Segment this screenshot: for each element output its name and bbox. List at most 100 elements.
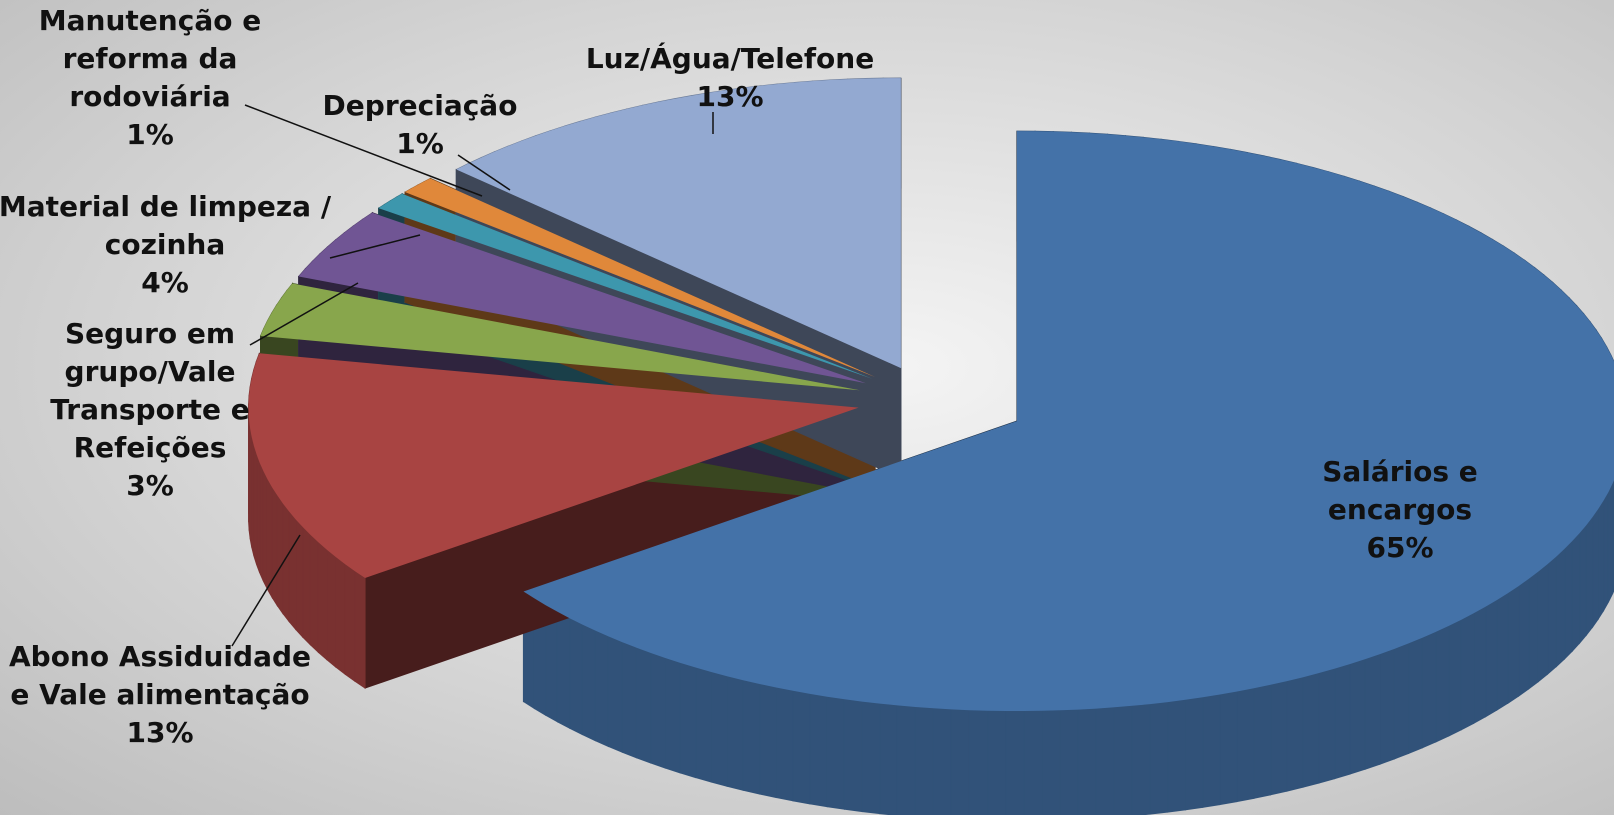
- slice-side: [1202, 693, 1221, 808]
- slice-side: [879, 703, 898, 815]
- category-name: Seguro em grupo/Vale Transporte e Refeiç…: [50, 317, 250, 464]
- pie-slice: [260, 283, 860, 391]
- pie-slice: [298, 212, 866, 384]
- slice-side: [1603, 490, 1609, 613]
- slice-side: [607, 635, 623, 753]
- slice-side: [326, 548, 337, 668]
- pie-slice: [378, 193, 873, 379]
- slice-side: [569, 617, 583, 736]
- slice-label: Abono Assiduidade e Vale alimentação 13%: [0, 638, 325, 752]
- slice-side: [1460, 612, 1475, 731]
- slice-side: [1236, 687, 1255, 803]
- category-name: Manutenção e reforma da rodoviária: [38, 4, 262, 113]
- slice-side: [1219, 690, 1238, 806]
- category-name: Salários e encargos: [1322, 455, 1478, 526]
- slice-side: [1435, 625, 1450, 743]
- slice-side: [1408, 637, 1423, 755]
- slice-side: [288, 509, 297, 631]
- slice-side: [302, 525, 311, 646]
- slice-side: [710, 671, 728, 787]
- slice-side: [914, 706, 934, 815]
- slice-side: [276, 493, 284, 615]
- slice-side: [1253, 684, 1272, 799]
- slice-side: [826, 696, 845, 810]
- category-name: Luz/Água/Telefone: [585, 42, 875, 75]
- slice-side: [1585, 515, 1594, 637]
- leader-line: [457, 154, 511, 191]
- slice-side: [1607, 483, 1614, 603]
- value-label: 4%: [141, 266, 189, 299]
- leader-line: [249, 282, 359, 346]
- slice-side: [1364, 653, 1381, 770]
- slice-side: [635, 646, 652, 764]
- value-label: 13%: [126, 716, 194, 749]
- slice-side: [1005, 710, 1025, 815]
- slice-side: [695, 666, 712, 783]
- slice-side: [792, 690, 811, 805]
- pie-slice: [523, 131, 1614, 711]
- value-label: 65%: [1366, 531, 1434, 564]
- slice-side: [1184, 696, 1204, 811]
- slice-side: [759, 683, 777, 799]
- slice-side: [896, 704, 916, 815]
- slice-side: [843, 698, 863, 813]
- slice-label: Salários e encargos 65%: [1290, 453, 1510, 567]
- slice-side: [742, 679, 761, 795]
- value-label: 3%: [126, 469, 174, 502]
- slice-side: [1579, 523, 1587, 645]
- slice-side: [987, 710, 1007, 815]
- value-label: 1%: [126, 118, 174, 151]
- slice-side: [309, 533, 319, 654]
- slice-side: [1318, 667, 1336, 784]
- slice-side: [1473, 605, 1487, 725]
- leader-line: [231, 534, 301, 647]
- slice-side: [1379, 648, 1395, 765]
- slice-side: [1537, 563, 1549, 683]
- slice-side: [664, 657, 681, 774]
- slice-side: [932, 707, 952, 815]
- value-label: 1%: [396, 127, 444, 160]
- slice-side: [1597, 498, 1605, 621]
- slice-side: [1302, 672, 1320, 788]
- slice-side: [354, 570, 366, 689]
- slice-label: Depreciação 1%: [300, 87, 540, 163]
- slice-side: [809, 693, 828, 808]
- slice-side: [1131, 703, 1151, 815]
- slice-side: [344, 563, 356, 683]
- slice-side: [1571, 531, 1581, 653]
- slice-side: [1286, 676, 1304, 792]
- slice-side: [1528, 570, 1539, 690]
- leader-line: [244, 104, 483, 197]
- slice-side: [556, 610, 571, 730]
- category-name: Abono Assiduidade e Vale alimentação: [8, 640, 311, 711]
- slice-side: [861, 700, 881, 815]
- slice-label: Manutenção e reforma da rodoviária 1%: [5, 2, 295, 154]
- slice-label: Seguro em grupo/Vale Transporte e Refeiç…: [25, 315, 275, 505]
- slice-side: [581, 623, 596, 742]
- slice-label: Luz/Água/Telefone 13%: [560, 40, 900, 116]
- slice-side: [335, 555, 346, 676]
- slice-side: [650, 652, 666, 769]
- pie-slice: [248, 353, 859, 578]
- slice-label: Material de limpeza / cozinha 4%: [0, 188, 335, 302]
- slice-side: [1095, 706, 1115, 815]
- slice-side: [1518, 577, 1530, 698]
- slice-side: [1113, 705, 1133, 815]
- value-label: 13%: [696, 80, 764, 113]
- slice-side: [1334, 663, 1351, 780]
- slice-side: [968, 709, 989, 815]
- slice-side: [1077, 708, 1097, 815]
- pie-slice: [405, 178, 876, 377]
- slice-side: [726, 675, 744, 791]
- slice-side: [1167, 699, 1186, 813]
- slice-side: [594, 629, 609, 748]
- slice-side: [1485, 599, 1498, 718]
- slice-side: [1547, 555, 1557, 676]
- slice-side: [1023, 710, 1043, 815]
- slice-side: [775, 686, 794, 802]
- slice-side: [1041, 709, 1061, 815]
- slice-side: [1496, 592, 1509, 711]
- slice-side: [1507, 585, 1520, 705]
